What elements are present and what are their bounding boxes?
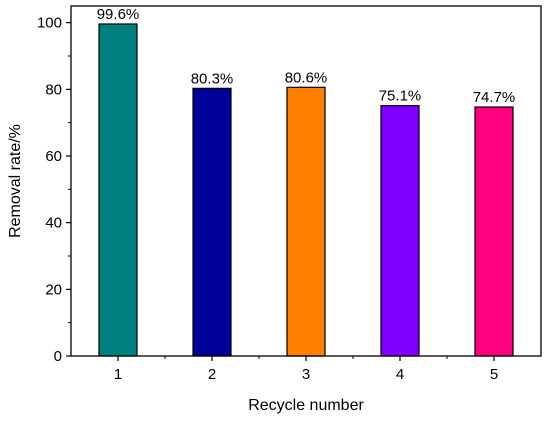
x-axis-title: Recycle number	[248, 397, 364, 414]
y-axis-title: Removal rate/%	[7, 124, 24, 238]
x-tick-label-5: 5	[490, 366, 498, 383]
x-tick-label-4: 4	[396, 366, 404, 383]
x-axis: 1 2 3 4 5	[114, 356, 498, 383]
bar-5	[474, 106, 514, 357]
y-tick-label-0: 0	[54, 348, 62, 365]
data-label-1: 99.6%	[97, 6, 140, 23]
y-tick-label-80: 80	[45, 81, 62, 98]
y-tick-label-100: 100	[37, 15, 62, 32]
x-tick-label-3: 3	[302, 366, 310, 383]
bar-3	[286, 86, 326, 357]
data-label-4: 75.1%	[379, 88, 422, 105]
y-axis: 0 20 40 60 80 100	[37, 15, 71, 365]
y-tick-label-40: 40	[45, 215, 62, 232]
y-tick-label-20: 20	[45, 281, 62, 298]
data-label-3: 80.6%	[285, 69, 328, 86]
bar-1	[98, 23, 138, 357]
data-label-2: 80.3%	[191, 70, 234, 87]
bar-2	[192, 87, 232, 357]
bar-4	[380, 105, 420, 357]
data-label-5: 74.7%	[473, 89, 516, 106]
x-tick-label-1: 1	[114, 366, 122, 383]
y-tick-label-60: 60	[45, 148, 62, 165]
bars-layer	[98, 23, 514, 357]
x-tick-label-2: 2	[208, 366, 216, 383]
data-labels-layer: 99.6% 80.3% 80.6% 75.1% 74.7%	[97, 6, 516, 106]
